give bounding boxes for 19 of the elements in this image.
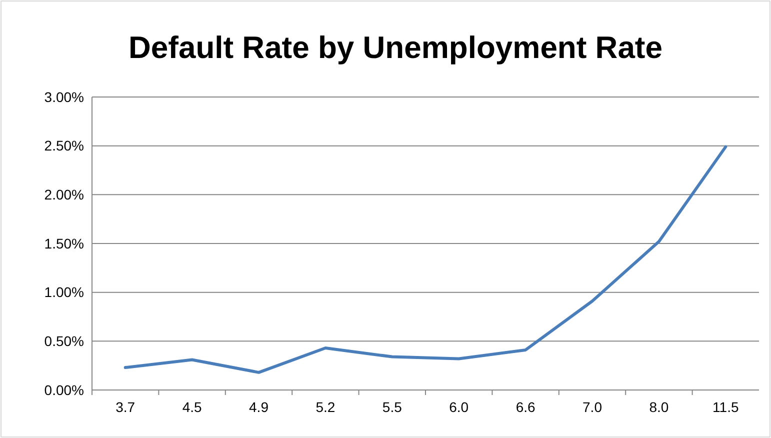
x-tick-label: 4.9 [249, 399, 269, 415]
y-tick-label: 0.00% [44, 382, 84, 398]
chart-title: Default Rate by Unemployment Rate [128, 30, 662, 65]
y-tick-label: 1.50% [44, 235, 84, 252]
y-tick-label: 2.00% [44, 186, 84, 203]
y-tick-label: 1.00% [44, 284, 84, 300]
y-tick-label: 3.00% [44, 88, 84, 105]
x-tick-label: 11.5 [712, 399, 739, 415]
line-series [124, 145, 728, 374]
y-tick-label: 2.50% [44, 138, 84, 154]
y-tick-label: 0.50% [44, 333, 84, 350]
x-tick-label: 6.6 [516, 399, 536, 415]
x-tick-label: 7.0 [582, 399, 602, 415]
x-tick-label: 6.0 [449, 399, 469, 415]
x-tick-label: 5.2 [316, 399, 336, 415]
x-tick-label: 8.0 [649, 399, 669, 415]
x-tick-label: 5.5 [382, 399, 402, 415]
x-tick-label: 3.7 [116, 399, 136, 415]
x-tick-label: 4.5 [182, 399, 202, 415]
